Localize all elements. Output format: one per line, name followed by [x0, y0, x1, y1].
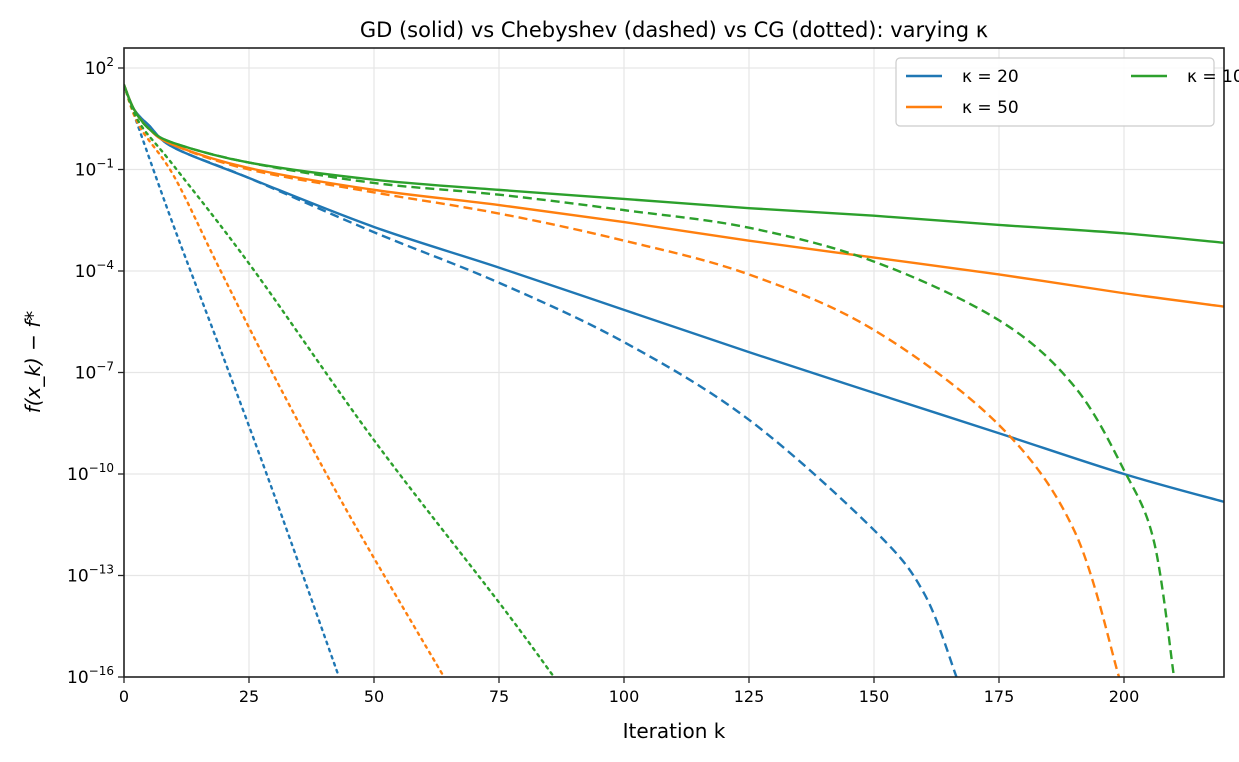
- x-tick-label: 0: [119, 687, 129, 706]
- grid: [123, 48, 1224, 678]
- series-chebyshev-dashed: [124, 84, 1176, 677]
- y-axis: 102 10−1 10−4 10−7 10−10 10−13 10−16: [67, 55, 124, 688]
- x-axis-label: Iteration k: [623, 719, 726, 743]
- chart-title: GD (solid) vs Chebyshev (dashed) vs CG (…: [360, 18, 988, 42]
- legend-label: κ = 20: [962, 67, 1019, 87]
- x-tick-label: 50: [364, 687, 384, 706]
- y-tick-label: 10−4: [75, 258, 114, 282]
- x-tick-label: 100: [609, 687, 640, 706]
- legend: κ = 20 κ = 50 κ = 100: [895, 57, 1239, 127]
- y-tick-label: 10−16: [67, 664, 114, 688]
- x-tick-label: 175: [984, 687, 1015, 706]
- y-tick-label: 10−10: [67, 461, 114, 485]
- y-tick-label: 10−1: [75, 157, 114, 181]
- series-lines: [124, 83, 1224, 677]
- x-tick-label: 200: [1109, 687, 1140, 706]
- series-gd-solid: [124, 84, 1224, 504]
- x-tick-label: 125: [734, 687, 765, 706]
- series-cg-dotted: [124, 83, 556, 677]
- series-cg-dotted: [124, 83, 446, 677]
- plot-frame: [123, 47, 1225, 678]
- legend-label: κ = 100: [1187, 67, 1239, 87]
- series-chebyshev-dashed: [124, 84, 1121, 677]
- y-tick-label: 10−13: [67, 563, 114, 587]
- x-axis: 0 25 50 75 100 125 150 175 200: [119, 677, 1139, 706]
- x-tick-label: 150: [859, 687, 890, 706]
- x-tick-label: 25: [239, 687, 259, 706]
- y-axis-label: f(x_k) − f*: [21, 311, 45, 414]
- legend-label: κ = 50: [962, 98, 1019, 118]
- x-tick-label: 75: [489, 687, 509, 706]
- y-tick-label: 10−7: [75, 360, 114, 384]
- y-tick-label: 102: [85, 55, 114, 79]
- series-chebyshev-dashed: [124, 84, 958, 677]
- series-cg-dotted: [124, 83, 341, 677]
